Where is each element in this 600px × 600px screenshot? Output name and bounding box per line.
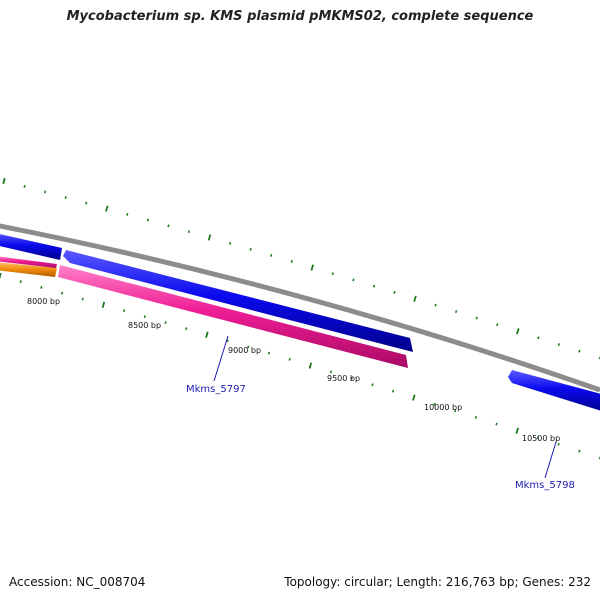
outer-tick-minor — [270, 253, 273, 257]
backbone-ring — [0, 223, 600, 393]
outer-tick-minor — [537, 336, 540, 340]
tick-label-8500: 8500 bp — [128, 321, 161, 330]
outer-tick-major — [413, 295, 417, 302]
outer-tick-minor — [44, 190, 47, 194]
inner-tick-minor — [19, 280, 22, 284]
inner-tick-minor — [474, 415, 478, 419]
outer-tick-major — [310, 264, 314, 271]
inner-tick-minor — [247, 345, 250, 349]
inner-tick-major — [515, 427, 520, 434]
inner-tick-minor — [143, 315, 146, 319]
outer-tick-major — [207, 234, 212, 241]
outer-tick-minor — [372, 284, 376, 288]
tick-label-9500: 9500 bp — [327, 374, 360, 383]
outer-tick-major — [2, 177, 6, 185]
inner-tick-minor — [433, 402, 436, 406]
outer-tick-minor — [578, 349, 581, 353]
inner-tick-minor — [578, 449, 581, 453]
gene-label-mkms-5798[interactable]: Mkms_5798 — [515, 480, 575, 491]
outer-tick-ring — [2, 177, 600, 360]
inner-tick-minor — [536, 436, 540, 439]
tick-label-10000: 10000 bp — [424, 403, 462, 412]
inner-tick-minor — [495, 422, 498, 426]
inner-tick-minor — [329, 370, 333, 374]
inner-tick-minor — [81, 297, 84, 301]
inner-tick-major — [308, 362, 313, 369]
outer-tick-minor — [64, 196, 67, 199]
outer-tick-minor — [228, 242, 232, 245]
gene-forward-left[interactable] — [0, 233, 62, 260]
inner-tick-minor — [123, 309, 126, 313]
outer-tick-minor — [249, 247, 252, 251]
tick-label-10500: 10500 bp — [522, 434, 560, 443]
tick-label-8000: 8000 bp — [27, 297, 60, 306]
outer-tick-major — [516, 328, 520, 335]
outer-tick-minor — [126, 212, 129, 216]
inner-tick-minor — [350, 376, 353, 380]
gene-mkms-5798-forward[interactable] — [508, 370, 600, 412]
outer-tick-minor — [352, 278, 355, 282]
gene-mkms-5797-forward[interactable] — [63, 250, 413, 352]
gene-reverse-left[interactable] — [0, 256, 57, 268]
map-title: Mycobacterium sp. KMS plasmid pMKMS02, c… — [66, 9, 534, 24]
outer-tick-minor — [290, 260, 293, 263]
inner-tick-ring — [0, 272, 600, 460]
outer-tick-minor — [496, 323, 499, 327]
outer-tick-minor — [23, 185, 26, 188]
sequence-summary: Topology: circular; Length: 216,763 bp; … — [284, 575, 591, 589]
inner-tick-minor — [40, 285, 43, 289]
inner-tick-minor — [454, 409, 457, 413]
outer-tick-minor — [475, 316, 478, 320]
inner-tick-major — [0, 272, 2, 280]
inner-tick-minor — [185, 327, 188, 331]
outer-tick-minor — [331, 272, 334, 276]
inner-tick-minor — [267, 351, 271, 355]
outer-tick-minor — [146, 218, 149, 222]
inner-tick-major — [205, 331, 209, 338]
outer-tick-minor — [167, 224, 170, 228]
inner-tick-major — [412, 394, 416, 401]
outer-tick-minor — [454, 310, 458, 314]
inner-tick-minor — [371, 383, 374, 387]
callout-line-mkms-5797 — [213, 335, 229, 382]
outer-tick-major — [105, 205, 109, 212]
outer-tick-minor — [434, 303, 437, 307]
inner-tick-minor — [164, 321, 167, 325]
outer-tick-minor — [557, 343, 561, 346]
inner-tick-minor — [226, 339, 229, 343]
accession-text: Accession: NC_008704 — [9, 575, 146, 589]
gene-label-mkms-5797[interactable]: Mkms_5797 — [186, 384, 246, 395]
outer-tick-minor — [187, 230, 191, 234]
callout-line-mkms-5798 — [544, 441, 557, 479]
gene-other-left[interactable] — [0, 262, 57, 277]
tick-label-9000: 9000 bp — [228, 346, 261, 355]
inner-tick-minor — [60, 291, 64, 295]
outer-tick-minor — [393, 291, 396, 294]
outer-tick-minor — [85, 201, 88, 205]
inner-tick-major — [101, 301, 106, 308]
inner-tick-minor — [391, 389, 395, 393]
gene-mkms-5797-reverse[interactable] — [58, 265, 408, 368]
inner-tick-minor — [557, 442, 560, 446]
inner-tick-minor — [288, 357, 291, 361]
